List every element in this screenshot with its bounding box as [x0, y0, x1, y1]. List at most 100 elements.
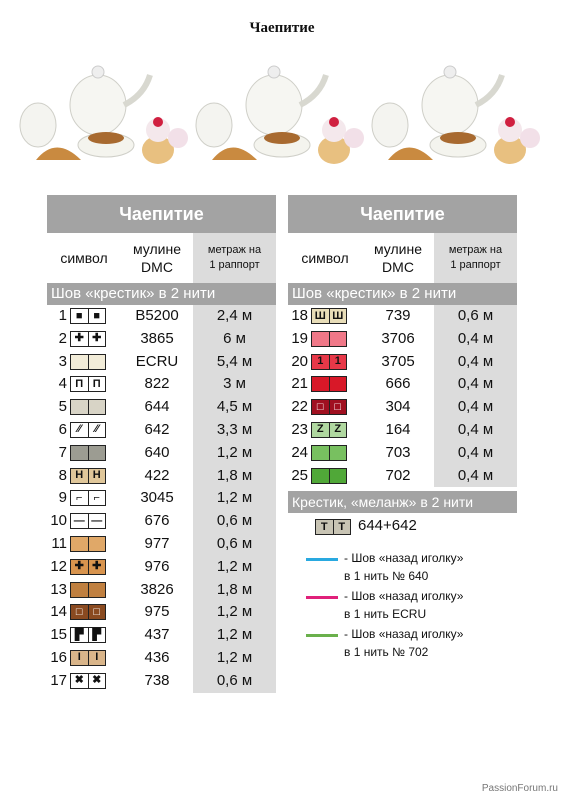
symbol-glyph: T [320, 520, 328, 533]
symbol-glyph: Ш [328, 309, 347, 323]
symbol-glyph [312, 377, 329, 391]
tea-set-banner-image [19, 65, 540, 164]
thread-row: 22 □ □ 304 0,4 м [288, 396, 517, 419]
thread-row: 13 3826 1,8 м [47, 579, 276, 602]
thread-row: 11 977 0,6 м [47, 533, 276, 556]
thread-row: 12 ✚ ✚ 976 1,2 м [47, 556, 276, 579]
backstitch-thread: в 1 нить ECRU [344, 607, 427, 622]
dmc-code: ECRU [135, 352, 179, 370]
meter-amount: 1,8 м [216, 580, 253, 598]
stitch-symbol [70, 535, 106, 552]
row-number: 4 [58, 375, 67, 393]
dmc-code: 3706 [381, 329, 415, 347]
row-number: 15 [50, 626, 67, 644]
backstitch-color-line [306, 596, 338, 600]
symbol-glyph [87, 445, 106, 460]
stitch-symbol: — — [70, 513, 106, 530]
dmc-code: 822 [144, 375, 170, 393]
thread-row: 2 ✚ ✚ 3865 6 м [47, 328, 276, 351]
dmc-code: 644 [144, 398, 170, 416]
symbol-glyph [312, 332, 329, 346]
row-number: 5 [58, 398, 67, 416]
row-number: 12 [50, 557, 67, 575]
symbol-glyph: 1 [317, 355, 324, 368]
row-number: 14 [50, 603, 67, 621]
symbol-glyph: ■ [87, 309, 106, 323]
meter-amount: 1,8 м [216, 466, 253, 484]
symbol-glyph: □ [87, 605, 106, 620]
dmc-code: 640 [144, 443, 170, 461]
meter-amount: 5,4 м [216, 352, 253, 370]
symbol-glyph [71, 446, 88, 460]
row-number: 17 [50, 671, 67, 689]
symbol-glyph: Ш [314, 309, 326, 322]
stitch-symbol: ✖ ✖ [70, 672, 106, 689]
stitch-symbol: ■ ■ [70, 308, 106, 324]
column-headers: символ мулине DMC метраж на 1 раппорт [47, 233, 276, 283]
symbol-glyph: □ [75, 605, 83, 618]
header-mouline: мулине DMC [374, 241, 422, 275]
meter-amount: 4,5 м [216, 398, 253, 416]
symbol-glyph: I [87, 650, 106, 665]
thread-row: 5 644 4,5 м [47, 396, 276, 419]
symbol-glyph [87, 354, 106, 369]
symbol-glyph: ▛ [87, 628, 106, 643]
symbol-glyph [71, 400, 88, 414]
symbol-glyph [71, 355, 88, 369]
thread-row: 25 702 0,4 м [288, 465, 517, 488]
thread-row: 15 ▛ ▛ 437 1,2 м [47, 624, 276, 647]
header-symbol: символ [60, 250, 108, 266]
dmc-code: 3705 [381, 352, 415, 370]
meter-amount: 0,4 м [457, 466, 494, 484]
thread-row: 24 703 0,4 м [288, 442, 517, 465]
symbol-glyph [312, 469, 329, 483]
meter-amount: 0,4 м [457, 329, 494, 347]
meter-amount: 0,4 м [457, 375, 494, 393]
stitch-symbol: ⁄⁄ ⁄⁄ [70, 421, 106, 438]
symbol-glyph: ✚ [74, 560, 84, 573]
stitch-symbol [311, 330, 347, 347]
dmc-code: B5200 [135, 307, 179, 324]
stitch-symbol [70, 444, 106, 461]
row-number: 18 [291, 307, 308, 324]
dmc-code: 642 [144, 420, 170, 438]
header-symbol: символ [301, 250, 349, 266]
meter-amount: 1,2 м [216, 489, 253, 507]
backstitch-color-line [306, 558, 338, 562]
thread-row: 21 666 0,4 м [288, 373, 517, 396]
symbol-glyph: ■ [75, 309, 83, 322]
row-number: 19 [291, 329, 308, 347]
dmc-code: 304 [385, 398, 411, 416]
dmc-code: 3826 [140, 580, 174, 598]
thread-row: 20 1 1 3705 0,4 м [288, 351, 517, 374]
row-number: 7 [58, 443, 67, 461]
row-number: 9 [58, 489, 67, 507]
dmc-code: 164 [385, 420, 411, 438]
dmc-code: 437 [144, 626, 170, 644]
symbol-glyph [71, 583, 88, 597]
symbol-glyph: П [87, 377, 106, 392]
dmc-code: 676 [144, 512, 170, 530]
symbol-glyph: I [77, 651, 81, 664]
backstitch-item: - Шов «назад иголку» в 1 нить № 702 [306, 627, 517, 665]
melange-row: T T 644+642 [288, 513, 517, 539]
symbol-glyph: ✚ [74, 332, 84, 345]
symbol-glyph: ⌐ [87, 491, 106, 506]
thread-row: 16 I I 436 1,2 м [47, 647, 276, 670]
thread-row: 3 ECRU 5,4 м [47, 351, 276, 374]
meter-amount: 1,2 м [216, 626, 253, 644]
row-number: 21 [291, 375, 308, 393]
dmc-code: 738 [144, 671, 170, 689]
meter-amount: 0,4 м [457, 398, 494, 416]
row-number: 2 [58, 329, 67, 347]
dmc-code: 739 [385, 307, 411, 324]
symbol-glyph: — [87, 514, 106, 529]
symbol-glyph: ✖ [74, 674, 84, 687]
column-headers: символ мулине DMC метраж на 1 раппорт [288, 233, 517, 283]
row-number: 16 [50, 648, 67, 666]
symbol-glyph: ▛ [75, 628, 84, 641]
thread-row: 1 ■ ■ B5200 2,4 м [47, 305, 276, 328]
